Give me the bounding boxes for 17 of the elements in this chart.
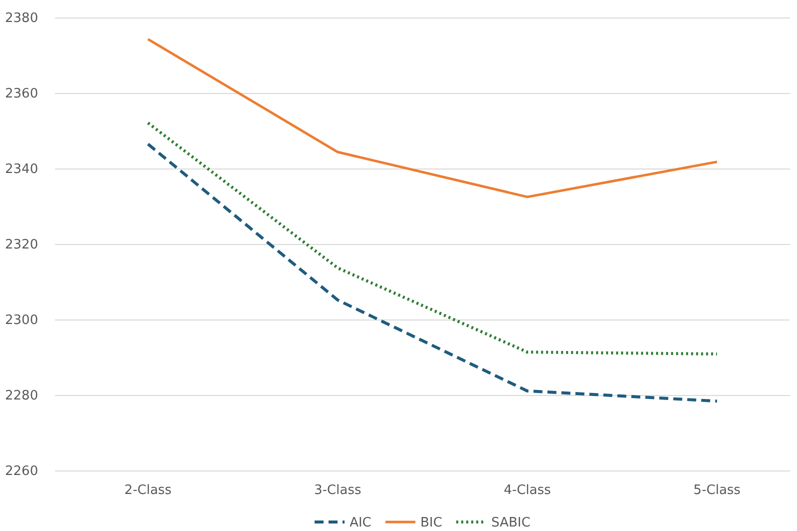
x-tick-label: 3-Class [314, 483, 362, 498]
x-tick-label: 5-Class [693, 483, 741, 498]
x-tick-label: 4-Class [504, 483, 552, 498]
y-tick-label: 2280 [5, 388, 38, 404]
y-tick-label: 2300 [5, 313, 38, 328]
y-tick-label: 2260 [5, 464, 38, 480]
legend-label: SABIC [491, 516, 530, 531]
legend-label: AIC [350, 516, 372, 531]
line-series [146, 121, 718, 356]
x-tick-label: 2-Class [124, 483, 172, 498]
y-tick-label: 2320 [5, 238, 38, 253]
y-tick-label: 2360 [5, 86, 38, 102]
line-series [146, 38, 718, 198]
legend-label: BIC [420, 516, 442, 531]
y-tick-label: 2380 [5, 11, 38, 26]
line-series [146, 142, 718, 403]
y-tick-label: 2340 [5, 162, 38, 178]
